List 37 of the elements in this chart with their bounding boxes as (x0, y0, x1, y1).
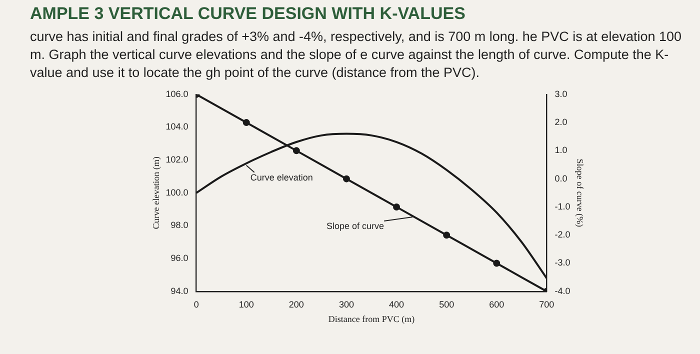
y-axis-title: Curve elevation (m) (150, 156, 161, 230)
chart-title: AMPLE 3 VERTICAL CURVE DESIGN WITH K-VALUES (30, 4, 466, 24)
y2-tick-label: 0.0 (554, 173, 568, 184)
y-tick-label: 98.0 (170, 220, 188, 230)
chart-subtitle: curve has initial and final grades of +3% and -4%, respectively, and is 700 m long. he PVC is at elevation 100 m. Graph the vertical curve elevations and the slope of e curve against the length of curve. Compute the K-value and use it to locate the gh point of the curve (distance from the PVC). (30, 28, 683, 82)
x-tick-label: 500 (439, 299, 454, 310)
x-tick-label: 700 (539, 299, 554, 310)
x-axis-title: Distance from PVC (m) (328, 314, 415, 324)
y2-tick-label: 1.0 (554, 145, 568, 156)
x-tick-label: 600 (489, 299, 504, 310)
y-tick-label: 104.0 (166, 122, 188, 132)
y-tick-label: 106.0 (166, 88, 188, 99)
x-tick-label: 0 (194, 299, 199, 310)
point (493, 260, 500, 267)
y2-tick-label: -3.0 (554, 258, 570, 268)
series-label: Slope of curve (326, 220, 384, 231)
y-tick-label: 94.0 (170, 286, 188, 296)
y2-tick-label: -4.0 (554, 286, 570, 296)
point (242, 119, 250, 126)
point (393, 203, 400, 210)
point (443, 232, 450, 239)
y2-axis-title: Slope of curve (%) (575, 158, 586, 228)
y2-tick-label: 2.0 (554, 117, 568, 128)
point (342, 175, 350, 182)
line-series (196, 94, 547, 292)
y-tick-label: 100.0 (166, 187, 188, 198)
y2-tick-label: -1.0 (554, 201, 570, 212)
x-tick-label: 400 (389, 299, 404, 310)
y-tick-label: 96.0 (170, 253, 188, 264)
x-tick-label: 200 (288, 299, 304, 310)
point (292, 147, 300, 154)
x-tick-label: 100 (238, 299, 254, 310)
y-tick-label: 102.0 (166, 154, 188, 165)
y2-tick-label: -2.0 (554, 230, 570, 240)
legend-label: Curve elevation (250, 172, 313, 182)
y2-tick-label: 3.0 (554, 88, 568, 99)
x-tick-label: 300 (338, 299, 354, 310)
